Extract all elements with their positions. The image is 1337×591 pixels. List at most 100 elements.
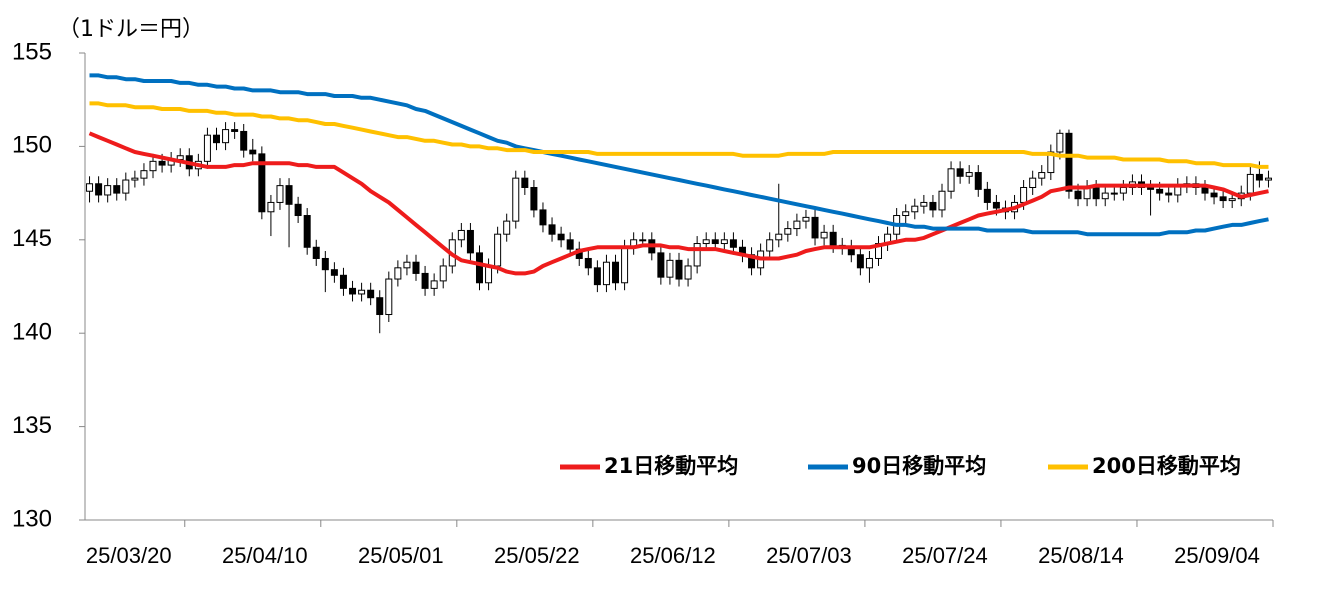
candle-body	[367, 289, 375, 299]
candle-body	[439, 265, 447, 282]
candle-body	[1065, 132, 1073, 192]
candle-body	[430, 280, 438, 289]
candle-body	[548, 224, 556, 235]
candle-body	[485, 265, 493, 284]
candle-body	[421, 272, 429, 289]
candle-body	[1110, 192, 1118, 195]
candle-body	[729, 239, 737, 248]
candle-body	[965, 172, 973, 177]
candle-body	[702, 239, 710, 245]
candle-body	[992, 201, 1000, 209]
candle-body	[1255, 173, 1263, 181]
candle-body	[258, 153, 266, 213]
candle-body	[412, 261, 420, 274]
candle-body	[784, 228, 792, 235]
y-tick-label: 150	[12, 132, 52, 159]
candle-body	[303, 215, 311, 248]
candle-body	[466, 229, 474, 254]
candle-body	[312, 246, 320, 259]
y-tick-label: 140	[12, 319, 52, 346]
candle-body	[376, 297, 384, 316]
candle-body	[330, 269, 338, 276]
x-tick-label: 25/07/03	[766, 543, 852, 568]
candle-body	[684, 265, 692, 280]
candle-body	[566, 239, 574, 250]
x-tick-label: 25/07/24	[902, 543, 988, 568]
candle-body	[113, 185, 121, 194]
candle-body	[1119, 186, 1127, 194]
candle-body	[602, 261, 610, 286]
candle-body	[149, 160, 157, 172]
ma-line	[89, 101, 1269, 169]
candle-body	[1264, 177, 1272, 181]
x-tick-label: 25/06/12	[630, 543, 716, 568]
candle-body	[457, 229, 465, 241]
candle-body	[1219, 196, 1227, 202]
candle-body	[1147, 186, 1155, 190]
candle-body	[766, 239, 774, 252]
candle-body	[512, 177, 520, 222]
candle-body	[339, 274, 347, 289]
candle-body	[593, 267, 601, 286]
x-tick-label: 25/05/01	[358, 543, 444, 568]
candle-body	[249, 149, 257, 155]
candle-body	[294, 203, 302, 217]
candle-body	[1020, 186, 1028, 203]
x-tick-label: 25/03/20	[86, 543, 172, 568]
candle-body	[711, 239, 719, 245]
candle-body	[1101, 192, 1109, 200]
candle-body	[403, 261, 411, 269]
candle-body	[793, 220, 801, 230]
candle-body	[240, 130, 248, 151]
candle-body	[557, 233, 565, 241]
candle-body	[1165, 192, 1173, 196]
candle-body	[1210, 192, 1218, 198]
candle-body	[666, 259, 674, 278]
candle-body	[974, 172, 982, 190]
candle-body	[675, 259, 683, 280]
x-tick-label: 25/09/04	[1174, 543, 1260, 568]
candle-body	[530, 186, 538, 211]
candle-body	[775, 233, 783, 241]
candle-body	[158, 160, 166, 166]
candle-body	[222, 129, 230, 144]
candle-body	[720, 239, 728, 245]
x-tick-label: 25/08/14	[1038, 543, 1124, 568]
candle-body	[1029, 177, 1037, 188]
candle-body	[494, 233, 502, 267]
y-tick-label: 135	[12, 412, 52, 439]
candle-body	[920, 201, 928, 207]
candle-body	[657, 252, 665, 278]
candle-body	[929, 201, 937, 211]
candle-body	[820, 231, 828, 239]
candle-body	[621, 246, 629, 284]
ma-line	[89, 73, 1269, 237]
candle-body	[1156, 188, 1164, 194]
candle-body	[584, 257, 592, 269]
legend-text: 200日移動平均	[1092, 454, 1241, 478]
candle-body	[1056, 132, 1064, 153]
candle-body	[86, 183, 94, 192]
candle-body	[349, 287, 357, 295]
candle-body	[693, 243, 701, 267]
y-axis-title: （1ドル＝円）	[58, 17, 204, 42]
candle-body	[1092, 186, 1100, 200]
candle-body	[1074, 190, 1082, 200]
ma-line	[88, 131, 1269, 276]
candle-body	[212, 134, 220, 144]
y-tick-label: 130	[12, 505, 52, 532]
y-tick-label: 145	[12, 225, 52, 252]
candle-body	[104, 185, 112, 196]
candle-body	[276, 185, 284, 203]
candle-body	[285, 185, 293, 205]
legend-text: 90日移動平均	[852, 454, 986, 478]
candle-body	[203, 134, 211, 162]
candle-body	[394, 267, 402, 280]
candle-body	[358, 289, 366, 295]
candle-body	[122, 179, 130, 194]
candle-body	[140, 170, 148, 179]
candle-body	[521, 177, 529, 188]
candle-body	[231, 129, 239, 132]
candle-body	[385, 278, 393, 316]
